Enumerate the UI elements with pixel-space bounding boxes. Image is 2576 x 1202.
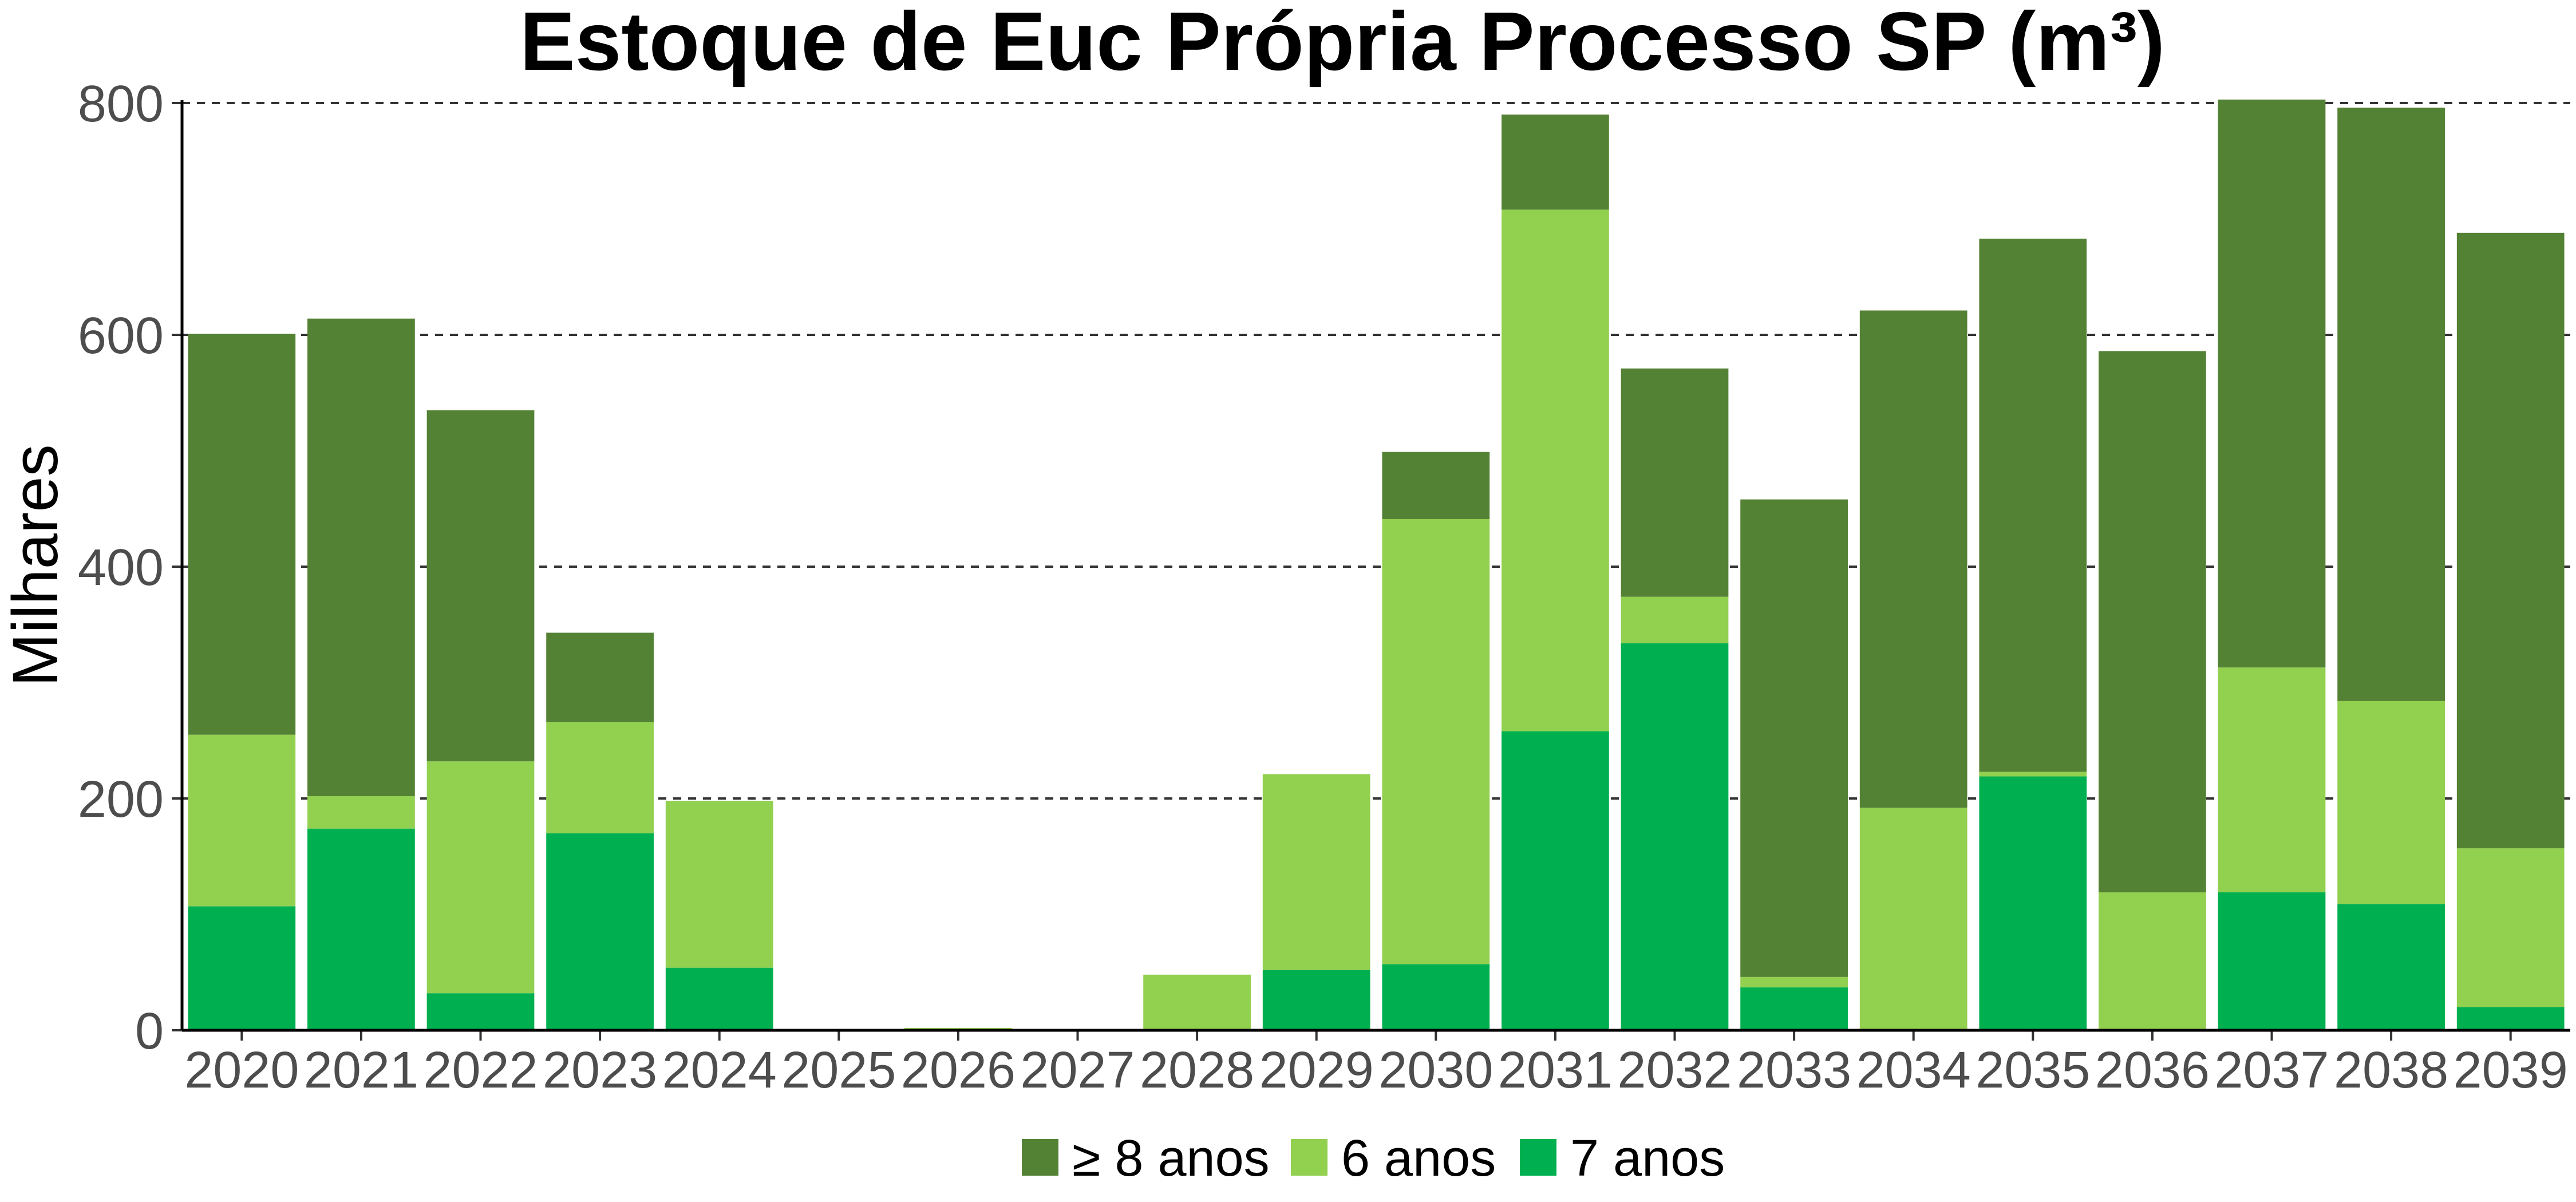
bar-2020-series-0: [188, 906, 296, 1030]
bar-2024-series-0: [665, 967, 773, 1030]
bar-2037-series-0: [2218, 892, 2326, 1030]
x-tick-label: 2024: [662, 1042, 777, 1099]
bar-2030-series-1: [1382, 519, 1490, 964]
bar-2020-series-1: [188, 734, 296, 907]
x-tick-label: 2030: [1378, 1042, 1493, 1099]
bar-2020-series-2: [188, 333, 296, 735]
bar-2038-series-1: [2337, 701, 2445, 904]
bar-2038-series-0: [2337, 904, 2445, 1030]
bar-2039-series-2: [2456, 232, 2565, 849]
bar-2028-series-1: [1143, 974, 1251, 1030]
x-tick-label: 2039: [2453, 1042, 2568, 1099]
bar-2035-series-2: [1979, 238, 2087, 772]
legend-swatch: [1291, 1139, 1327, 1176]
y-axis-label: Milhares: [0, 444, 71, 686]
bar-2024-series-1: [665, 801, 773, 968]
x-tick-label: 2026: [901, 1042, 1016, 1099]
bar-2029-series-0: [1262, 970, 1370, 1030]
y-tick-label: 200: [78, 771, 164, 828]
axes: [172, 100, 2570, 1041]
legend: ≥ 8 anos 6 anos 7 anos: [1022, 1130, 1725, 1187]
x-tick-label: 2034: [1856, 1042, 1971, 1099]
bar-2033-series-1: [1740, 976, 1848, 988]
bar-2032-series-1: [1621, 596, 1729, 643]
bar-2035-series-0: [1979, 776, 2087, 1030]
x-tick-label: 2035: [1976, 1042, 2090, 1099]
y-tick-label: 600: [78, 307, 164, 365]
x-tick-label: 2028: [1140, 1042, 1254, 1099]
legend-label: 7 anos: [1570, 1130, 1725, 1187]
x-tick-label: 2036: [2095, 1042, 2210, 1099]
legend-label: ≥ 8 anos: [1072, 1130, 1270, 1187]
bar-2039-series-0: [2456, 1007, 2565, 1030]
gridlines: [182, 102, 2570, 800]
bar-2036-series-1: [2099, 892, 2206, 1030]
bar-2023-series-0: [546, 833, 654, 1030]
x-tick-label: 2021: [304, 1042, 418, 1099]
bar-2033-series-0: [1740, 987, 1848, 1030]
bar-2034-series-2: [1859, 310, 1967, 808]
x-tick-label: 2029: [1259, 1042, 1374, 1099]
x-tick-label: 2020: [184, 1042, 299, 1099]
bar-2034-series-1: [1859, 808, 1967, 1030]
bar-2037-series-2: [2218, 99, 2326, 668]
chart-title: Estoque de Euc Própria Processo SP (m³): [520, 0, 2165, 88]
bar-2039-series-1: [2456, 848, 2565, 1007]
x-tick-label: 2033: [1737, 1042, 1851, 1099]
y-tick-label: 0: [135, 1003, 164, 1060]
bar-2021-series-2: [307, 318, 415, 796]
bar-2021-series-1: [307, 796, 415, 829]
x-tick-label: 2022: [423, 1042, 538, 1099]
bars: [188, 99, 2565, 1030]
legend-label: 6 anos: [1341, 1130, 1496, 1187]
bar-2031-series-1: [1502, 209, 1609, 732]
bar-2032-series-0: [1621, 643, 1729, 1030]
x-tick-label: 2031: [1498, 1042, 1613, 1099]
x-tick-label: 2025: [781, 1042, 896, 1099]
x-tick-label: 2038: [2334, 1042, 2448, 1099]
x-tick-label: 2032: [1617, 1042, 1732, 1099]
bar-2023-series-1: [546, 722, 654, 833]
bar-2030-series-0: [1382, 964, 1490, 1030]
x-tick-label: 2023: [543, 1042, 657, 1099]
bar-2022-series-2: [426, 410, 535, 762]
x-tick-label: 2027: [1020, 1042, 1135, 1099]
bar-2037-series-1: [2218, 667, 2326, 893]
bar-2031-series-2: [1502, 114, 1609, 210]
legend-swatch: [1520, 1139, 1556, 1176]
bar-2030-series-2: [1382, 452, 1490, 519]
y-tick-labels: 0 200 400 600 800: [78, 76, 164, 1060]
y-tick-label: 400: [78, 539, 164, 596]
x-tick-labels: 2020 2021 2022 2023 2024 2025 2026 2027 2028 2029…: [184, 1042, 2568, 1099]
legend-swatch: [1022, 1139, 1058, 1176]
bar-2031-series-0: [1502, 731, 1609, 1030]
x-tick-label: 2037: [2214, 1042, 2329, 1099]
bar-2038-series-2: [2337, 108, 2445, 701]
bar-2029-series-1: [1262, 774, 1370, 970]
bar-2022-series-0: [426, 993, 535, 1030]
bar-2032-series-2: [1621, 368, 1729, 597]
bar-2021-series-0: [307, 828, 415, 1030]
bar-2022-series-1: [426, 761, 535, 994]
y-tick-label: 800: [78, 76, 164, 133]
bar-2036-series-2: [2099, 351, 2206, 893]
bar-2033-series-2: [1740, 499, 1848, 977]
bar-2035-series-1: [1979, 772, 2087, 777]
bar-2023-series-2: [546, 632, 654, 722]
